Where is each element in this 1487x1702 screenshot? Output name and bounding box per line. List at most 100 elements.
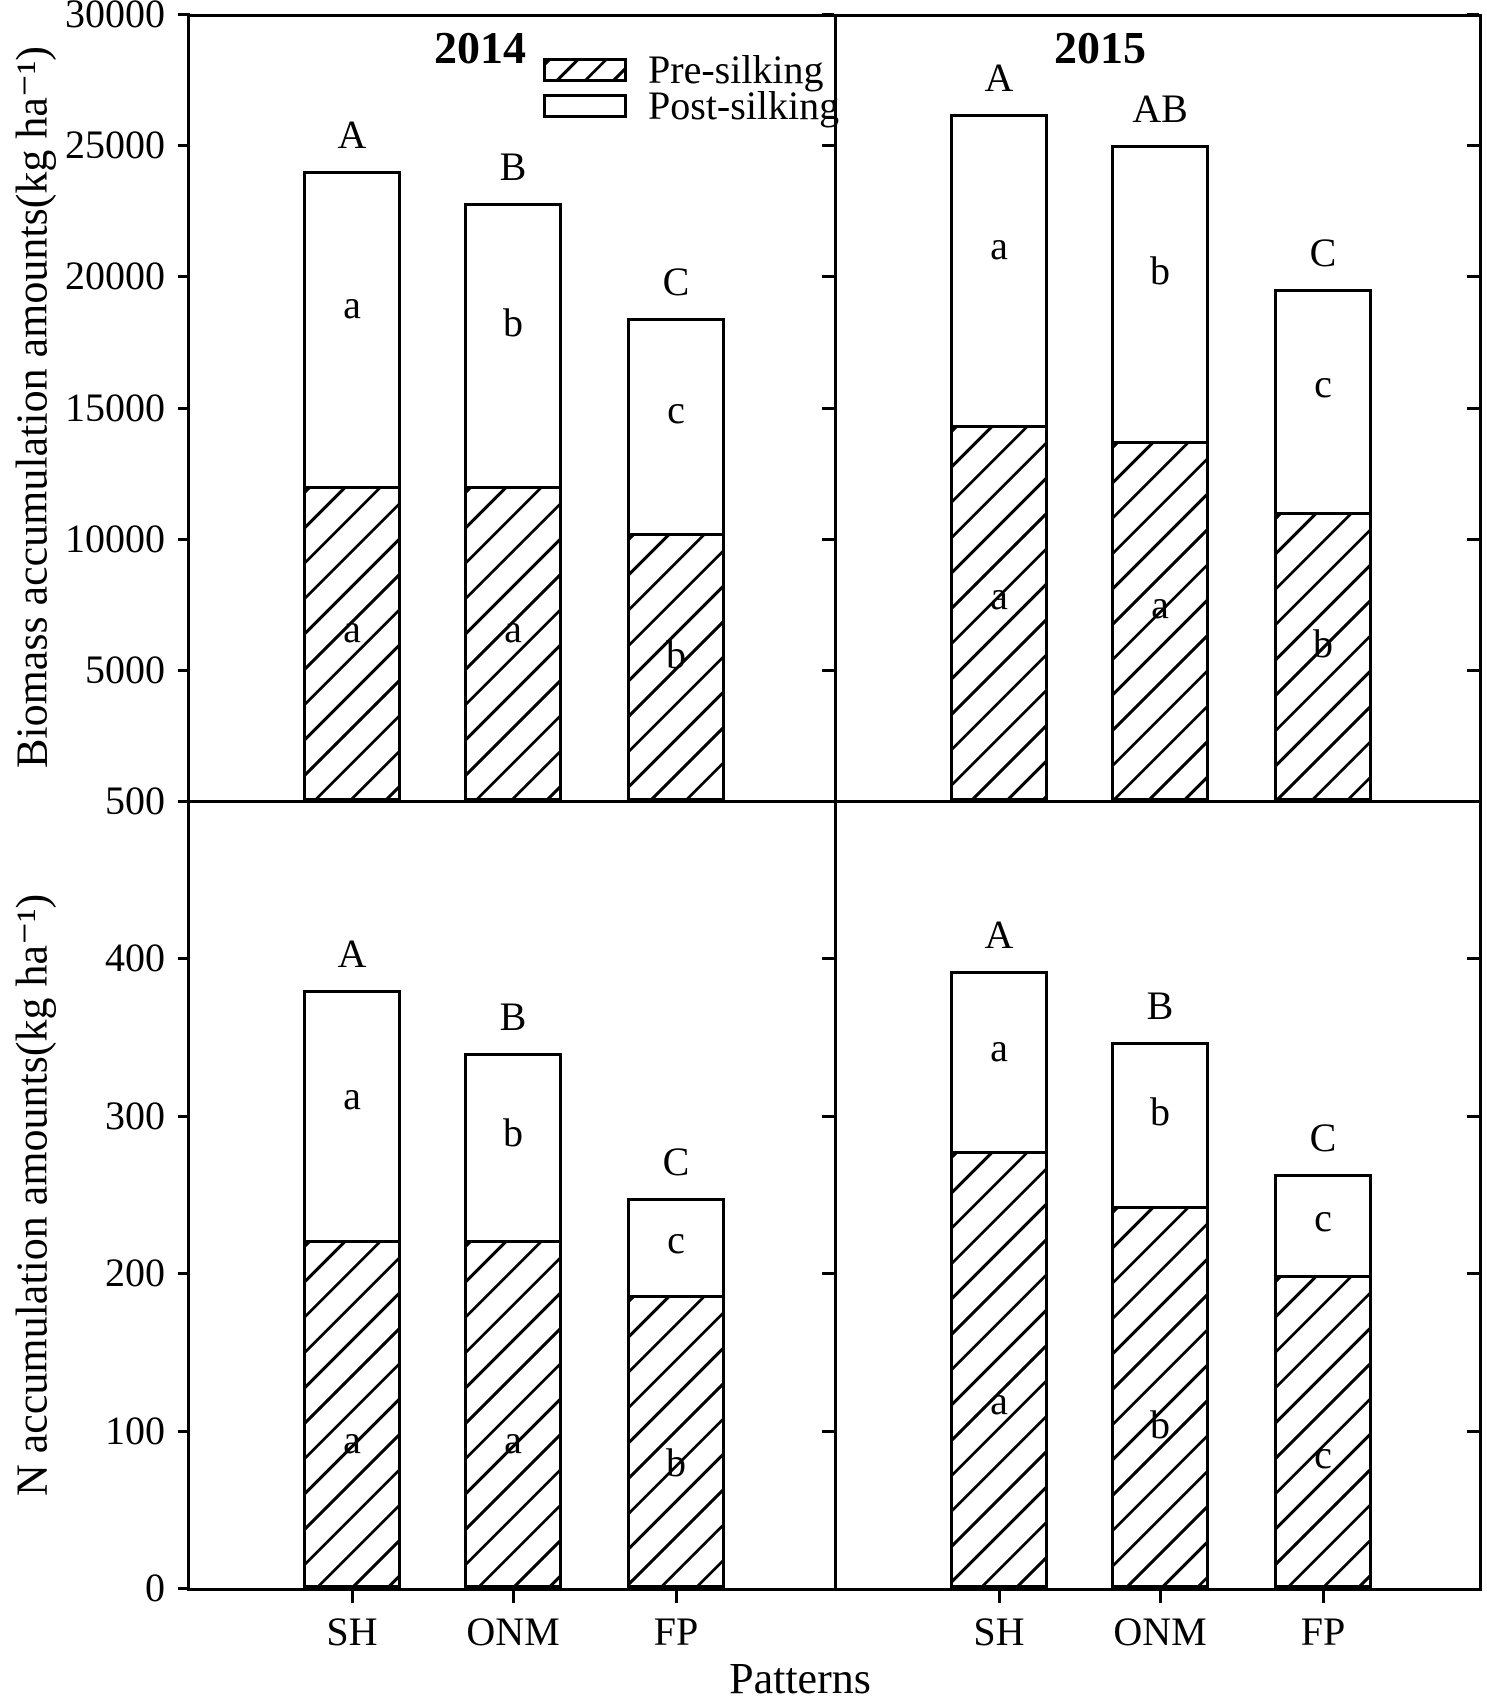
- y-tick-label: 5000: [85, 646, 165, 692]
- y-tick-mirror: [1467, 275, 1479, 279]
- y-tick-mirror: [1467, 1114, 1479, 1118]
- x-category-label-SH: SH: [973, 1609, 1025, 1654]
- y-tick-mirror: [822, 668, 834, 672]
- sig-letter-pre: a: [343, 1416, 361, 1462]
- y-tick-mirror: [822, 800, 834, 803]
- y-tick: [178, 1587, 190, 1590]
- sig-letter-post: b: [1150, 247, 1170, 293]
- bar-biomass-2015-FP: [1274, 289, 1372, 801]
- sig-letter-total: AB: [1132, 86, 1188, 132]
- pre-silking-segment: [306, 485, 398, 798]
- bar-nitrogen-2015-SH: [950, 970, 1048, 1588]
- bar-nitrogen-2015-ONM: [1111, 1041, 1209, 1588]
- sig-letter-post: a: [990, 1024, 1008, 1070]
- bar-biomass-2014-ONM: [464, 202, 562, 801]
- nitrogen-y-axis-label: N accumulation amounts(kg ha⁻¹): [7, 893, 57, 1496]
- bar-biomass-2014-SH: [303, 171, 401, 801]
- y-tick-mirror: [1467, 13, 1479, 16]
- sig-letter-pre: a: [990, 1378, 1008, 1424]
- pre-silking-segment: [953, 425, 1045, 798]
- legend-label-pre-silking: Pre-silking: [648, 47, 824, 92]
- x-category-tick: [512, 1591, 515, 1603]
- sig-letter-total: A: [337, 930, 367, 976]
- y-tick-label: 25000: [65, 122, 165, 168]
- sig-letter-post: c: [1314, 1194, 1332, 1240]
- x-category-label-SH: SH: [326, 1609, 378, 1654]
- legend-swatch-post-silking: [543, 94, 627, 118]
- sig-letter-total: C: [1309, 230, 1337, 276]
- sig-letter-post: c: [667, 1216, 685, 1262]
- sig-letter-pre: b: [1150, 1401, 1170, 1447]
- y-tick-mirror: [822, 144, 834, 148]
- y-tick-mirror: [822, 13, 834, 16]
- y-tick: [178, 1114, 190, 1118]
- y-tick-mirror: [1467, 668, 1479, 672]
- y-tick: [178, 406, 190, 410]
- y-tick-label: 20000: [65, 253, 165, 299]
- y-tick-mirror: [1467, 1429, 1479, 1433]
- sig-letter-pre: a: [343, 606, 361, 652]
- pre-silking-segment: [467, 1240, 559, 1585]
- y-tick-mirror: [822, 1429, 834, 1433]
- bar-nitrogen-2015-FP: [1274, 1174, 1372, 1588]
- legend-swatch-pre-silking: [543, 58, 627, 82]
- sig-letter-total: C: [662, 259, 690, 305]
- sig-letter-pre: b: [1313, 620, 1333, 666]
- x-category-tick: [351, 1591, 354, 1603]
- bar-nitrogen-2014-FP: [627, 1197, 725, 1588]
- pre-silking-segment: [1114, 441, 1206, 798]
- sig-letter-post: a: [343, 1073, 361, 1119]
- sig-letter-total: B: [1146, 982, 1174, 1028]
- pre-silking-segment: [953, 1150, 1045, 1585]
- sig-letter-post: b: [503, 299, 523, 345]
- sig-letter-pre: b: [666, 632, 686, 678]
- sig-letter-total: B: [499, 143, 527, 189]
- bar-biomass-2015-ONM: [1111, 145, 1209, 801]
- y-tick-mirror: [1467, 537, 1479, 541]
- sig-letter-post: a: [990, 222, 1008, 268]
- x-category-tick: [675, 1591, 678, 1603]
- x-category-tick: [1159, 1591, 1162, 1603]
- bar-biomass-2014-FP: [627, 318, 725, 801]
- y-tick-label: 400: [105, 935, 165, 981]
- y-tick-mirror: [822, 537, 834, 541]
- y-tick-label: 15000: [65, 384, 165, 430]
- sig-letter-pre: b: [666, 1440, 686, 1486]
- y-tick-label: 200: [105, 1250, 165, 1296]
- y-tick: [178, 957, 190, 961]
- y-tick-label: 10000: [65, 515, 165, 561]
- sig-letter-total: A: [984, 911, 1014, 957]
- sig-letter-total: C: [1309, 1115, 1337, 1161]
- x-category-label-FP: FP: [653, 1609, 699, 1654]
- y-tick-label: 100: [105, 1407, 165, 1453]
- y-tick-mirror: [1467, 144, 1479, 148]
- x-category-label-ONM: ONM: [1113, 1609, 1207, 1654]
- x-category-tick: [998, 1591, 1001, 1603]
- y-tick: [178, 1272, 190, 1276]
- y-tick: [178, 275, 190, 279]
- y-tick-label: 300: [105, 1092, 165, 1138]
- y-tick-mirror: [822, 1114, 834, 1118]
- sig-letter-pre: a: [990, 573, 1008, 619]
- x-axis-label: Patterns: [729, 1654, 871, 1702]
- pre-silking-segment: [467, 485, 559, 798]
- pre-silking-segment: [630, 533, 722, 798]
- sig-letter-post: a: [343, 281, 361, 327]
- y-tick: [178, 537, 190, 541]
- x-category-label-ONM: ONM: [466, 1609, 560, 1654]
- y-tick-mirror: [1467, 1272, 1479, 1276]
- panel-title-2015: 2015: [1054, 22, 1146, 73]
- sig-letter-post: b: [1150, 1088, 1170, 1134]
- sig-letter-post: b: [503, 1109, 523, 1155]
- sig-letter-total: C: [662, 1138, 690, 1184]
- sig-letter-pre: a: [504, 606, 522, 652]
- y-tick-label: 0: [145, 1565, 165, 1610]
- y-tick-mirror: [822, 275, 834, 279]
- y-tick-mirror: [822, 1272, 834, 1276]
- y-tick: [178, 1429, 190, 1433]
- y-tick: [178, 13, 190, 16]
- bar-nitrogen-2014-SH: [303, 989, 401, 1588]
- plot-right-border: [1479, 14, 1482, 1591]
- sig-letter-pre: a: [504, 1416, 522, 1462]
